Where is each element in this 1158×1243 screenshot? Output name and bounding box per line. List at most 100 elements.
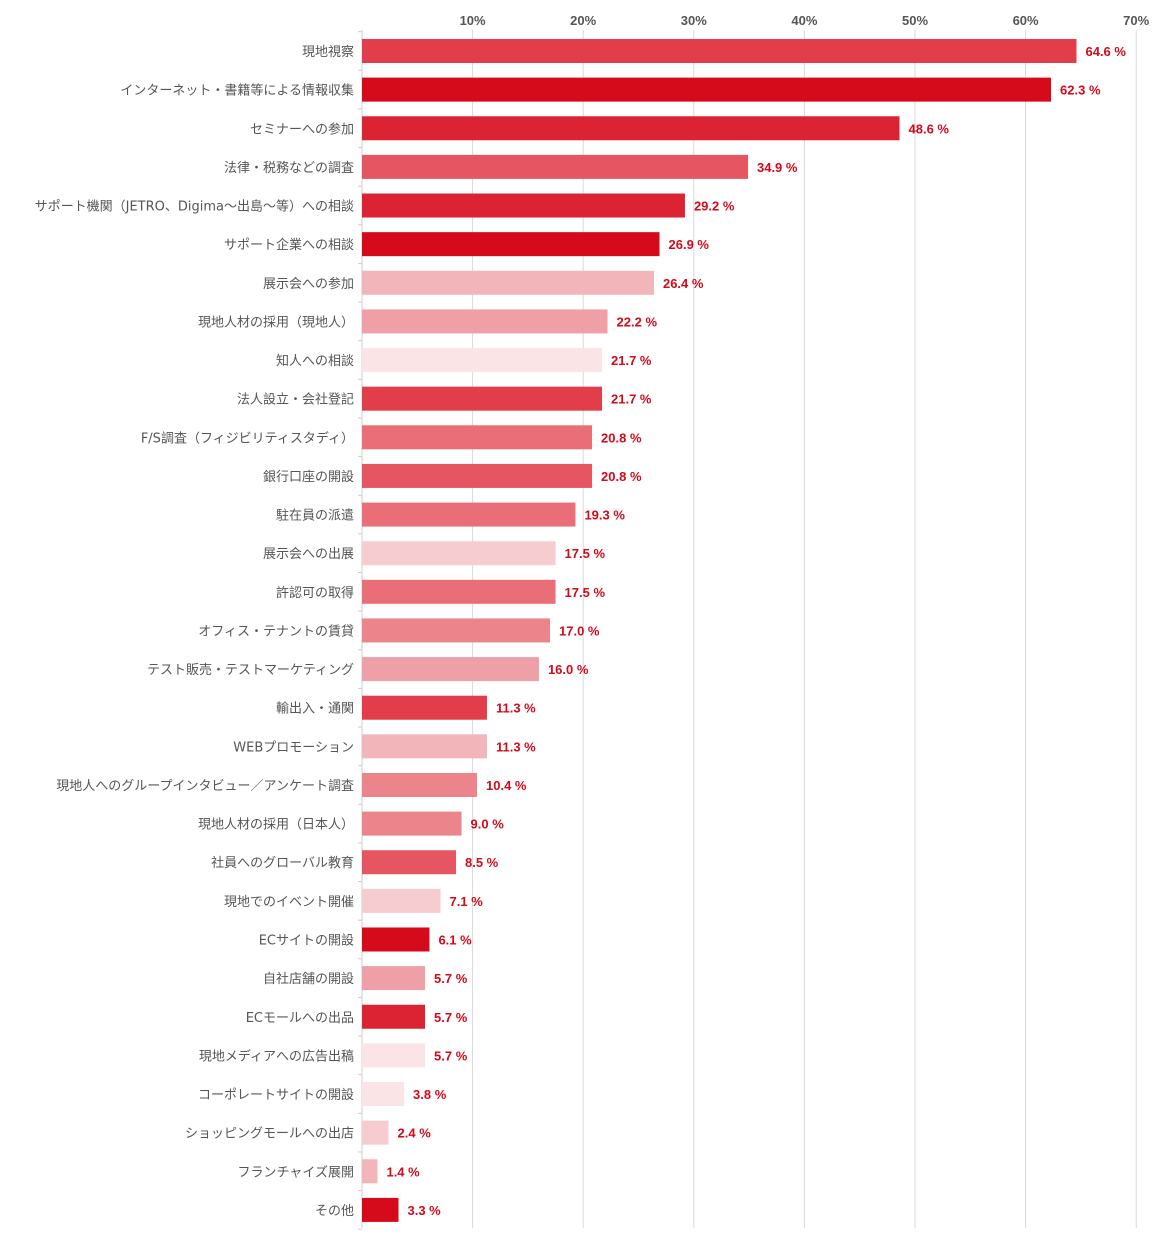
category-label: 知人への相談 <box>276 353 354 369</box>
bar <box>362 888 441 913</box>
category-label: オフィス・テナントの賃貸 <box>198 623 354 639</box>
data-label: 3.3 % <box>407 1203 441 1218</box>
category-label: WEBプロモーション <box>233 740 354 755</box>
x-tick-label: 60% <box>1013 13 1039 28</box>
data-label: 3.8 % <box>413 1087 447 1102</box>
data-label: 2.4 % <box>398 1126 432 1141</box>
bar <box>362 193 685 218</box>
bar <box>362 386 603 411</box>
data-label: 26.9 % <box>669 237 710 252</box>
data-label: 1.4 % <box>386 1164 420 1179</box>
bar <box>362 541 556 566</box>
bar <box>362 772 478 797</box>
data-label: 11.3 % <box>496 739 536 754</box>
bar <box>362 270 654 295</box>
data-label: 29.2 % <box>694 199 735 214</box>
data-label: 10.4 % <box>486 778 527 793</box>
bar <box>362 463 593 488</box>
data-label: 34.9 % <box>757 160 798 175</box>
data-label: 21.7 % <box>611 392 652 407</box>
category-label: 現地人へのグループインタビュー／アンケート調査 <box>56 779 354 794</box>
data-label: 19.3 % <box>584 508 625 523</box>
bar <box>362 1120 389 1145</box>
data-label: 20.8 % <box>601 469 642 484</box>
category-label: テスト販売・テストマーケティング <box>147 662 354 678</box>
bar <box>362 579 556 604</box>
data-label: 16.0 % <box>548 662 589 677</box>
category-label: F/S調査（フィジビリティスタディ） <box>141 430 354 446</box>
bar <box>362 154 748 179</box>
category-label: セミナーへの参加 <box>250 121 354 137</box>
category-label: インターネット・書籍等による情報収集 <box>120 83 354 99</box>
category-label: サポート機関（JETRO、Digima〜出島〜等）への相談 <box>35 199 354 215</box>
bar <box>362 502 576 527</box>
data-label: 62.3 % <box>1060 83 1101 98</box>
bar <box>362 695 487 720</box>
bar <box>362 77 1052 102</box>
data-label: 5.7 % <box>434 971 468 986</box>
data-label: 17.5 % <box>565 585 606 600</box>
category-label: フランチャイズ展開 <box>238 1164 354 1180</box>
data-label: 21.7 % <box>611 353 652 368</box>
bar <box>362 425 593 450</box>
bar <box>362 1004 426 1029</box>
bar <box>362 39 1077 63</box>
data-label: 17.0 % <box>559 623 600 638</box>
bar <box>362 657 539 682</box>
bar <box>362 1159 378 1184</box>
data-label: 5.7 % <box>434 1048 468 1063</box>
data-label: 6.1 % <box>438 932 472 947</box>
bar <box>362 1043 426 1068</box>
category-label: 現地人材の採用（日本人） <box>198 818 354 833</box>
data-label: 22.2 % <box>617 314 658 329</box>
category-label: 展示会への出展 <box>263 547 354 562</box>
category-label: ショッピングモールへの出店 <box>185 1127 354 1142</box>
category-label: ECサイトの開設 <box>259 932 354 948</box>
category-label: その他 <box>315 1204 354 1219</box>
category-label: 現地人材の採用（現地人） <box>198 315 354 330</box>
bar <box>362 618 551 643</box>
data-label: 8.5 % <box>465 855 499 870</box>
data-label: 7.1 % <box>450 894 484 909</box>
category-label: 社員へのグローバル教育 <box>211 855 354 871</box>
data-label: 9.0 % <box>471 817 505 832</box>
x-tick-label: 20% <box>570 13 596 28</box>
data-label: 64.6 % <box>1085 44 1126 59</box>
category-label: ECモールへの出品 <box>246 1011 354 1026</box>
category-label: 輸出入・通関 <box>276 702 354 717</box>
x-tick-label: 10% <box>460 13 486 28</box>
bar <box>362 1082 405 1107</box>
category-label: 駐在員の派遣 <box>276 509 354 524</box>
bar <box>362 232 660 257</box>
x-tick-label: 50% <box>902 13 928 28</box>
category-label: コーポレートサイトの開設 <box>198 1087 354 1103</box>
category-label: 銀行口座の開設 <box>263 469 354 485</box>
bar <box>362 966 426 991</box>
bar <box>362 734 487 759</box>
x-tick-label: 40% <box>791 13 817 28</box>
bar <box>362 348 603 373</box>
bar <box>362 927 430 952</box>
bar <box>362 1197 399 1222</box>
category-label: 現地メディアへの広告出稿 <box>199 1048 354 1064</box>
category-label: 法律・税務などの調査 <box>224 161 354 176</box>
bar <box>362 309 608 334</box>
data-label: 5.7 % <box>434 1010 468 1025</box>
data-label: 26.4 % <box>663 276 704 291</box>
category-label: 許認可の取得 <box>276 585 354 601</box>
category-label: 自社店舗の開設 <box>263 971 354 987</box>
bar <box>362 811 462 836</box>
category-label: 展示会への参加 <box>263 276 354 292</box>
data-label: 48.6 % <box>909 121 950 136</box>
category-label: 法人設立・会社登記 <box>237 392 354 408</box>
bar <box>362 850 457 875</box>
x-tick-label: 30% <box>681 13 707 28</box>
category-label: サポート企業への相談 <box>224 237 354 253</box>
category-label: 現地でのイベント開催 <box>224 895 354 910</box>
data-label: 20.8 % <box>601 430 642 445</box>
category-label: 現地視察 <box>302 45 354 60</box>
x-tick-label: 70% <box>1123 13 1149 28</box>
data-label: 11.3 % <box>496 701 536 716</box>
